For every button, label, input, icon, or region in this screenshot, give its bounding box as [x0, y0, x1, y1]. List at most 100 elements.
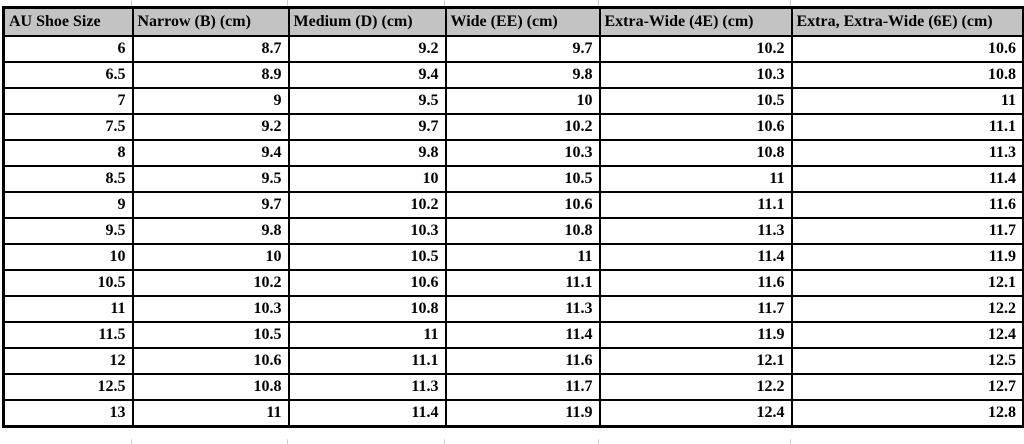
width-value-cell: 10.2: [131, 269, 290, 297]
table-row: 10 10 10.5 11 11.4 11.9: [2, 243, 1024, 271]
table-row: 6 8.7 9.2 9.7 10.2 10.6: [2, 35, 1024, 63]
size-cell: 7.5: [2, 113, 134, 141]
table-row: 9.5 9.8 10.3 10.8 11.3 11.7: [2, 217, 1024, 245]
width-value-cell: 12.2: [790, 295, 1024, 323]
table-body: 6 8.7 9.2 9.7 10.2 10.6 6.5 8.9 9.4 9.8 10.3 10.8 7 9…: [2, 35, 1024, 428]
column-gridline: [790, 439, 791, 444]
width-value-cell: 11.7: [598, 295, 793, 323]
table-row: 8.5 9.5 10 10.5 11 11.4: [2, 165, 1024, 193]
width-value-cell: 9.5: [131, 165, 290, 193]
width-value-cell: 11.4: [790, 165, 1024, 193]
width-value-cell: 10: [287, 165, 447, 193]
width-value-cell: 9.4: [131, 139, 290, 167]
width-value-cell: 11.3: [287, 373, 447, 401]
size-cell: 13: [2, 399, 134, 428]
width-value-cell: 11.9: [790, 243, 1024, 271]
size-cell: 12: [2, 347, 134, 375]
width-value-cell: 10.2: [444, 113, 601, 141]
size-cell: 8: [2, 139, 134, 167]
column-gridline: [598, 439, 599, 444]
width-value-cell: 11: [287, 321, 447, 349]
size-cell: 8.5: [2, 165, 134, 193]
width-value-cell: 11: [131, 399, 290, 428]
size-cell: 12.5: [2, 373, 134, 401]
width-value-cell: 12.4: [598, 399, 793, 428]
table-row: 6.5 8.9 9.4 9.8 10.3 10.8: [2, 61, 1024, 89]
column-header-extra-extra-wide-6e: Extra, Extra-Wide (6E) (cm): [790, 6, 1024, 37]
column-header-wide-ee: Wide (EE) (cm): [444, 6, 601, 37]
width-value-cell: 11.1: [598, 191, 793, 219]
header-row: AU Shoe Size Narrow (B) (cm) Medium (D) …: [2, 6, 1024, 37]
width-value-cell: 9.8: [287, 139, 447, 167]
column-gridline: [444, 439, 445, 444]
table-row: 12.5 10.8 11.3 11.7 12.2 12.7: [2, 373, 1024, 401]
width-value-cell: 9.7: [131, 191, 290, 219]
width-value-cell: 12.1: [598, 347, 793, 375]
size-cell: 6.5: [2, 61, 134, 89]
width-value-cell: 9.4: [287, 61, 447, 89]
column-gridline: [444, 0, 445, 6]
width-value-cell: 9.7: [287, 113, 447, 141]
width-value-cell: 10.5: [598, 87, 793, 115]
width-value-cell: 10.3: [287, 217, 447, 245]
width-value-cell: 10: [131, 243, 290, 271]
width-value-cell: 11.4: [598, 243, 793, 271]
width-value-cell: 10.5: [287, 243, 447, 271]
width-value-cell: 12.4: [790, 321, 1024, 349]
width-value-cell: 9: [131, 87, 290, 115]
width-value-cell: 11: [444, 243, 601, 271]
size-cell: 9: [2, 191, 134, 219]
size-cell: 6: [2, 35, 134, 63]
table-row: 13 11 11.4 11.9 12.4 12.8: [2, 399, 1024, 428]
width-value-cell: 9.2: [287, 35, 447, 63]
gridline-strip-top: [0, 0, 1024, 6]
width-value-cell: 12.5: [790, 347, 1024, 375]
column-header-au-shoe-size: AU Shoe Size: [2, 6, 134, 37]
table-row: 7.5 9.2 9.7 10.2 10.6 11.1: [2, 113, 1024, 141]
width-value-cell: 12.1: [790, 269, 1024, 297]
width-value-cell: 12.7: [790, 373, 1024, 401]
width-value-cell: 12.2: [598, 373, 793, 401]
width-value-cell: 10.6: [287, 269, 447, 297]
table-row: 12 10.6 11.1 11.6 12.1 12.5: [2, 347, 1024, 375]
width-value-cell: 10.2: [287, 191, 447, 219]
width-value-cell: 9.2: [131, 113, 290, 141]
width-value-cell: 11: [790, 87, 1024, 115]
width-value-cell: 9.8: [131, 217, 290, 245]
width-value-cell: 11.4: [444, 321, 601, 349]
table-row: 11.5 10.5 11 11.4 11.9 12.4: [2, 321, 1024, 349]
width-value-cell: 10.6: [444, 191, 601, 219]
table-row: 10.5 10.2 10.6 11.1 11.6 12.1: [2, 269, 1024, 297]
width-value-cell: 11.6: [790, 191, 1024, 219]
column-header-medium-d: Medium (D) (cm): [287, 6, 447, 37]
width-value-cell: 11.1: [790, 113, 1024, 141]
width-value-cell: 10.3: [444, 139, 601, 167]
width-value-cell: 11.7: [444, 373, 601, 401]
width-value-cell: 11.3: [598, 217, 793, 245]
width-value-cell: 10.6: [131, 347, 290, 375]
shoe-size-width-table: AU Shoe Size Narrow (B) (cm) Medium (D) …: [2, 6, 1024, 428]
width-value-cell: 9.5: [287, 87, 447, 115]
width-value-cell: 11.7: [790, 217, 1024, 245]
width-value-cell: 9.8: [444, 61, 601, 89]
width-value-cell: 12.8: [790, 399, 1024, 428]
column-gridline: [131, 439, 132, 444]
table-row: 7 9 9.5 10 10.5 11: [2, 87, 1024, 115]
width-value-cell: 9.7: [444, 35, 601, 63]
column-gridline: [287, 0, 288, 6]
width-value-cell: 11.6: [598, 269, 793, 297]
width-value-cell: 11.6: [444, 347, 601, 375]
width-value-cell: 10.2: [598, 35, 793, 63]
column-gridline: [287, 439, 288, 444]
size-cell: 7: [2, 87, 134, 115]
size-cell: 10.5: [2, 269, 134, 297]
size-cell: 11.5: [2, 321, 134, 349]
width-value-cell: 10.8: [598, 139, 793, 167]
size-cell: 11: [2, 295, 134, 323]
gridline-strip-bottom: [0, 439, 1024, 444]
column-gridline: [598, 0, 599, 6]
table-row: 8 9.4 9.8 10.3 10.8 11.3: [2, 139, 1024, 167]
width-value-cell: 10.8: [790, 61, 1024, 89]
width-value-cell: 11: [598, 165, 793, 193]
width-value-cell: 11.1: [444, 269, 601, 297]
